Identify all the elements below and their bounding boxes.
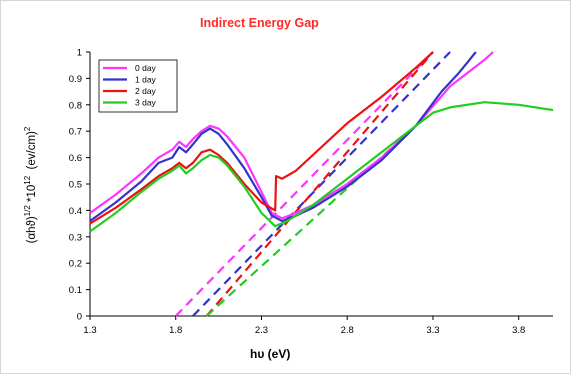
y-tick-label: 1 xyxy=(77,48,82,59)
chart-title: Indirect Energy Gap xyxy=(200,16,319,30)
y-tick-label: 0 xyxy=(77,312,82,323)
series-line xyxy=(89,51,434,225)
fit-line xyxy=(174,51,434,317)
x-tick-label: 1.8 xyxy=(169,325,182,336)
x-tick-label: 1.3 xyxy=(83,325,96,336)
series-line xyxy=(89,101,554,233)
y-tick-label: 0.4 xyxy=(69,206,82,217)
y-tick-label: 0.7 xyxy=(69,127,82,138)
fit-line xyxy=(205,125,417,317)
y-tick-label: 0.2 xyxy=(69,259,82,270)
x-tick-label: 2.3 xyxy=(255,325,268,336)
x-tick-label: 3.8 xyxy=(512,325,525,336)
legend-label: 2 day xyxy=(135,86,157,96)
y-tick-label: 0.9 xyxy=(69,74,82,85)
fit-line xyxy=(205,51,434,317)
y-tick-label: 0.6 xyxy=(69,153,82,164)
legend-label: 1 day xyxy=(135,75,157,85)
y-tick-label: 0.1 xyxy=(69,285,82,296)
legend-label: 3 day xyxy=(135,98,157,108)
y-tick-label: 0.5 xyxy=(69,180,82,191)
y-tick-label: 0.3 xyxy=(69,232,82,243)
y-tick-label: 0.8 xyxy=(69,100,82,111)
fit-line xyxy=(192,51,451,317)
x-tick-label: 2.8 xyxy=(341,325,354,336)
legend-label: 0 day xyxy=(135,63,157,73)
x-axis-label: hυ (eV) xyxy=(250,347,291,361)
series-line xyxy=(89,51,494,220)
x-tick-label: 3.3 xyxy=(426,325,439,336)
